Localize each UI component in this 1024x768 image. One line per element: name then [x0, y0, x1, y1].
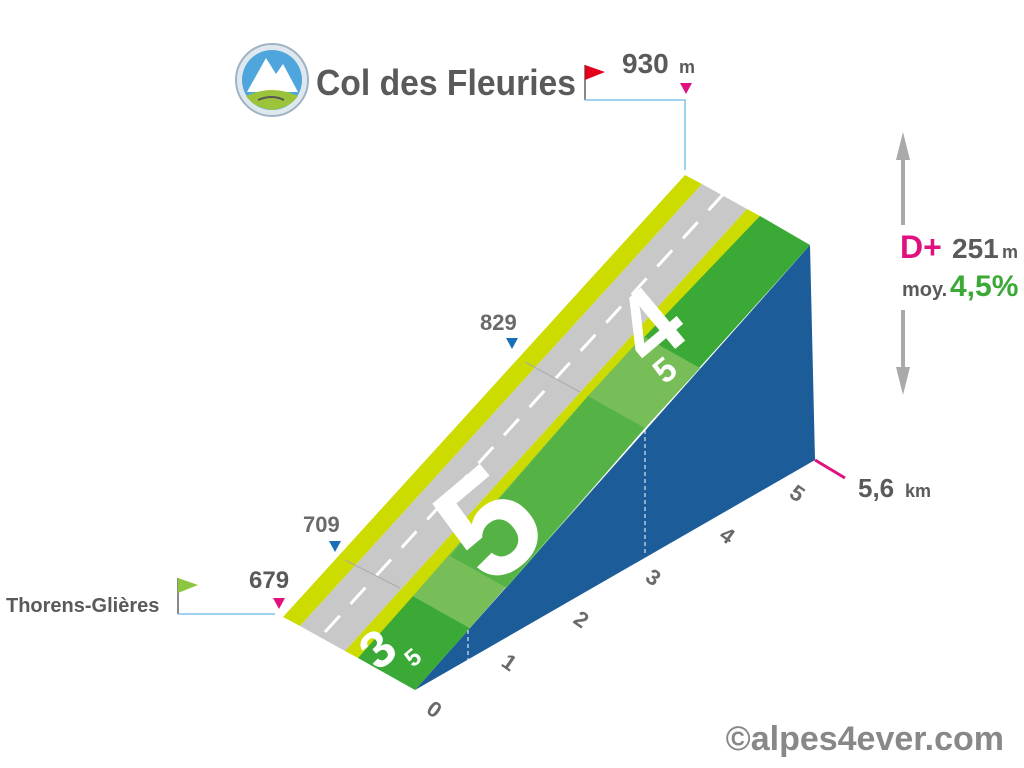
waypoint-altitude: 709: [303, 512, 340, 537]
km-tick: 0: [422, 696, 446, 724]
gain-value: 251: [952, 233, 999, 264]
distance-unit: km: [905, 481, 931, 501]
summit-unit: m: [679, 57, 695, 77]
mountain-icon: [235, 43, 309, 117]
km-tick: 4: [715, 522, 740, 550]
title: Col des Fleuries: [316, 62, 576, 103]
average-label: moy.: [902, 279, 947, 301]
km-tick: 3: [641, 564, 665, 592]
credit: ©alpes4ever.com: [726, 720, 1004, 758]
start-name: Thorens-Glières: [6, 595, 159, 617]
start-altitude: 679: [249, 567, 289, 594]
distance-value: 5,6: [858, 473, 894, 503]
summit-altitude: 930: [622, 48, 669, 79]
km-tick: 2: [569, 606, 593, 634]
km-tick: 5: [785, 480, 809, 508]
km-tick: 1: [497, 649, 521, 677]
gain-unit: m: [1002, 242, 1018, 262]
gain-label: D+: [900, 229, 942, 265]
waypoint-altitude: 829: [480, 310, 517, 335]
average-value: 4,5%: [950, 270, 1018, 303]
